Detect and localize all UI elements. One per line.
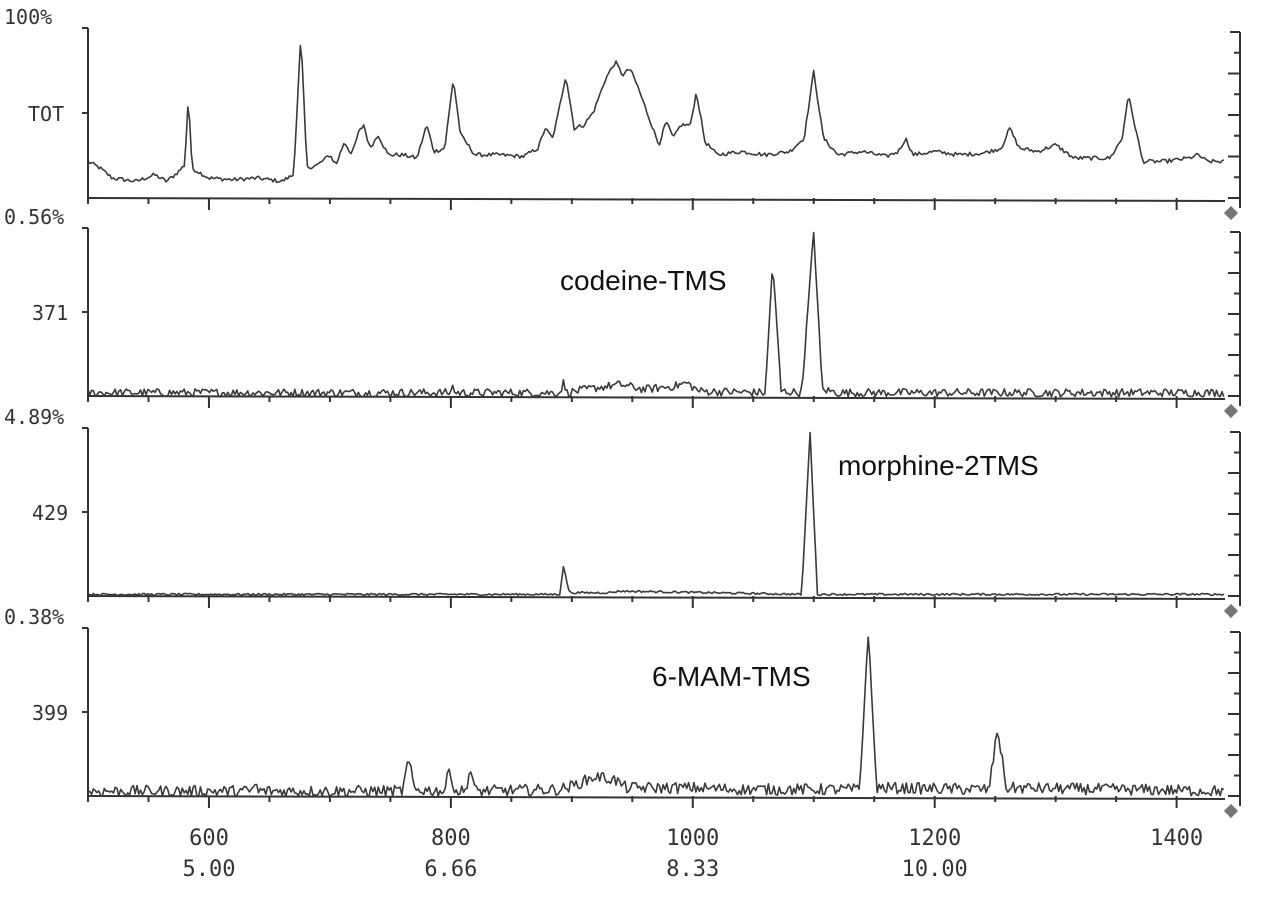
top-scale-label: 4.89% (4, 405, 64, 429)
bottom-axis (87, 395, 1226, 400)
x-scan-tick-label: 600 (189, 826, 229, 851)
x-time-tick-label: 6.66 (424, 857, 477, 882)
panel-tot: 100% TOT (4, 5, 1241, 221)
panel-m429: 4.89% 429 morphine-2TMS (4, 405, 1241, 619)
peak-annotation: codeine-TMS (560, 265, 727, 296)
chromatogram-trace (87, 636, 1225, 798)
peak-annotation: morphine-2TMS (838, 450, 1039, 481)
ion-label: 399 (32, 701, 68, 725)
ion-label: TOT (28, 102, 64, 126)
panel-marker-icon (1223, 803, 1239, 819)
x-time-tick-label: 8.33 (666, 857, 719, 882)
chromatogram-trace (87, 431, 1225, 597)
chromatogram-trace (87, 231, 1225, 398)
panel-marker-icon (1223, 403, 1239, 419)
bottom-axis (87, 197, 1226, 202)
bottom-axis (87, 795, 1226, 800)
panel-marker-icon (1223, 603, 1239, 619)
ion-label: 371 (32, 301, 68, 325)
bottom-axis (87, 595, 1226, 600)
chromatogram-trace (87, 44, 1225, 184)
top-scale-label: 0.38% (4, 605, 64, 629)
x-scan-tick-label: 1200 (908, 826, 961, 851)
x-scan-tick-label: 1000 (666, 826, 719, 851)
x-axis-labels: 600 800 1000 1200 1400 5.00 6.66 8.33 10.00 (182, 826, 1203, 882)
peak-annotation: 6-MAM-TMS (652, 661, 811, 692)
panel-m399: 0.38% 399 6-MAM-TMS (4, 605, 1241, 819)
top-scale-label: 100% (4, 5, 52, 29)
top-scale-label: 0.56% (4, 205, 64, 229)
ion-label: 429 (32, 501, 68, 525)
x-scan-tick-label: 1400 (1150, 826, 1203, 851)
x-time-tick-label: 10.00 (902, 857, 968, 882)
panel-m371: 0.56% 371 codeine-TMS (4, 205, 1241, 419)
panel-marker-icon (1223, 205, 1239, 221)
x-scan-tick-label: 800 (431, 826, 471, 851)
x-time-tick-label: 5.00 (182, 857, 235, 882)
